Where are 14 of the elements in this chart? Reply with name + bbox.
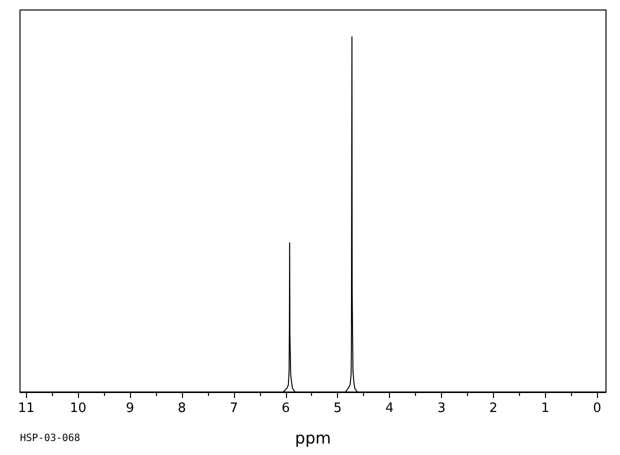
text: HSP-03-068 [20, 433, 80, 444]
x-tick-label: 5 [334, 401, 342, 416]
x-tick-label: 10 [70, 401, 86, 416]
x-tick-label: 7 [230, 401, 238, 416]
x-axis-title: ppm [295, 428, 331, 448]
x-tick-label: 6 [282, 401, 290, 416]
x-tick-label: 9 [126, 401, 134, 416]
x-tick-label: 8 [178, 401, 186, 416]
x-tick-label: 4 [385, 401, 394, 416]
x-tick-label: 1 [541, 401, 550, 416]
x-tick-label: 0 [593, 401, 602, 416]
x-tick-label: 2 [489, 401, 498, 416]
x-tick-label: 11 [18, 401, 34, 416]
x-tick-label: 3 [437, 401, 446, 416]
